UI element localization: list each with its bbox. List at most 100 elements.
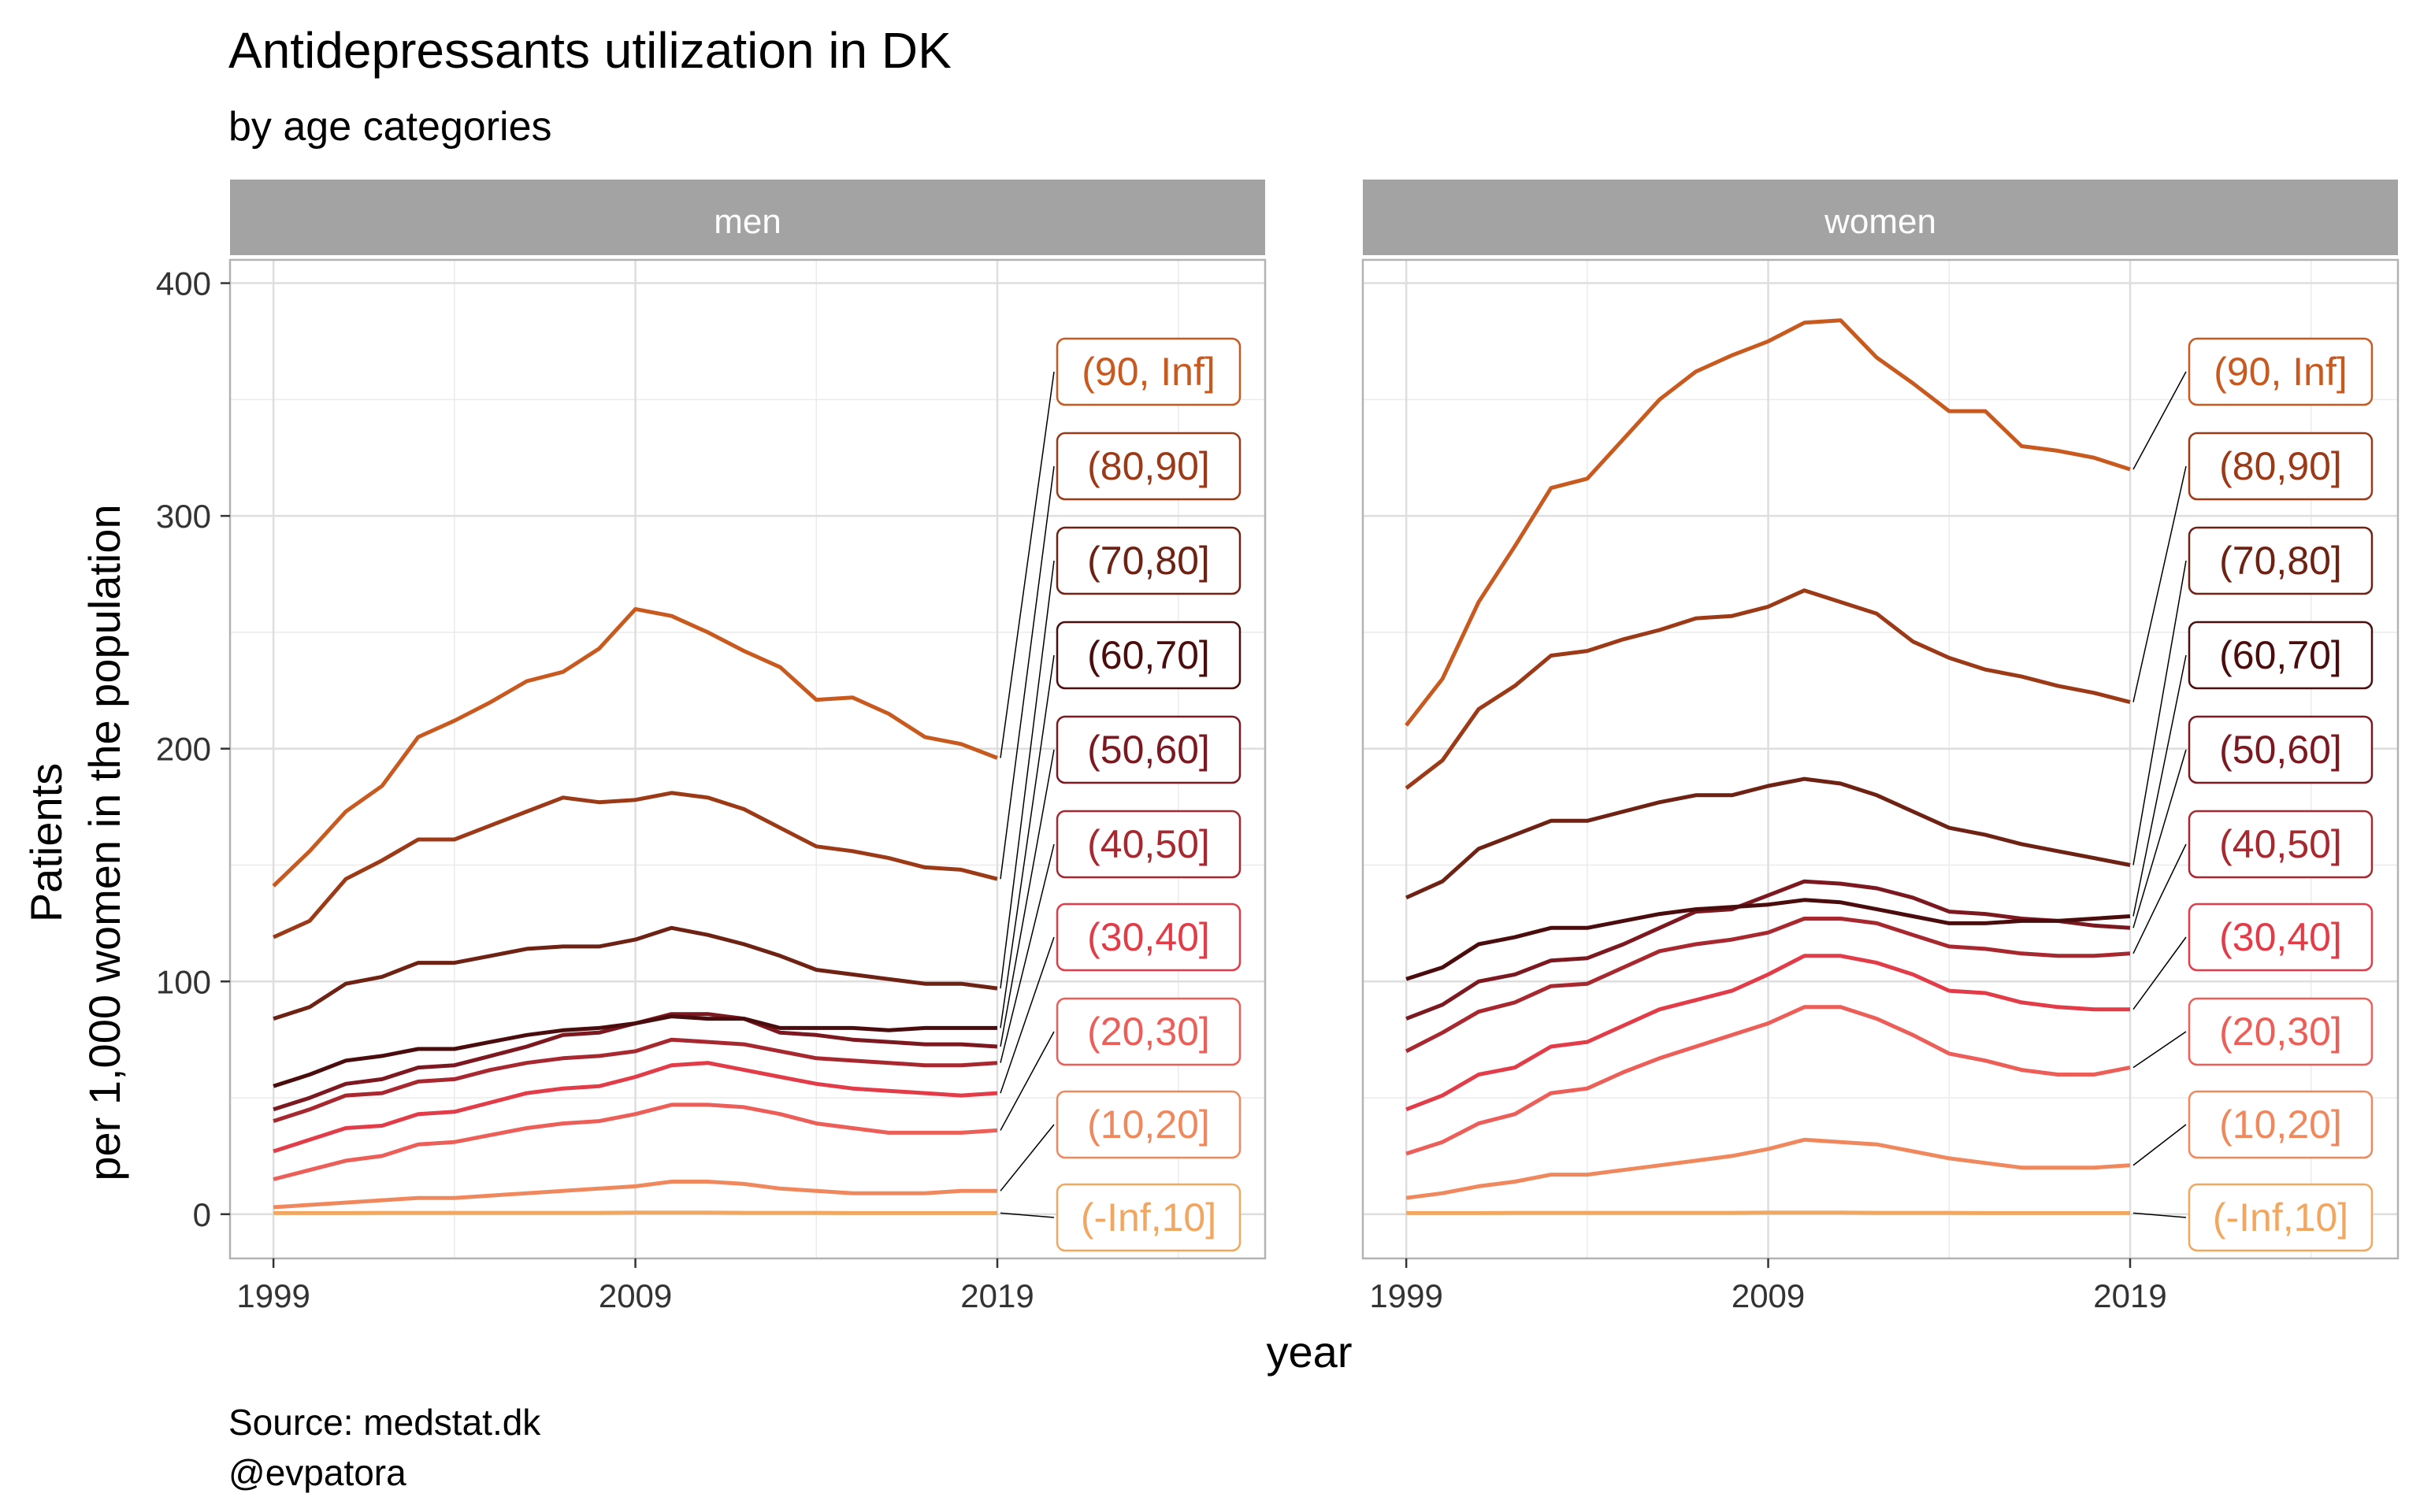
series-label-box (1056, 715, 1242, 784)
y-axis-title-line1: Patients (21, 763, 71, 922)
series-label: (-Inf,10] (2213, 1195, 2348, 1240)
facet-strip-label: women (1824, 202, 1936, 241)
series-label: (10,20] (2219, 1102, 2342, 1147)
label-leader (1000, 1212, 1055, 1218)
series-line (1405, 588, 2131, 790)
series-label: (40,50] (1087, 822, 1210, 866)
series-label-box (1056, 526, 1242, 595)
label-leader (1000, 749, 1055, 1047)
label-leader (2132, 843, 2187, 954)
x-tick-label: 2009 (599, 1277, 672, 1314)
series-label-box (2188, 997, 2374, 1066)
series-label: (10,20] (1087, 1102, 1210, 1147)
y-tick-label: 400 (156, 265, 211, 302)
series-label-box (1056, 1090, 1242, 1159)
series-label-box (2188, 432, 2374, 501)
label-leader (2132, 1212, 2187, 1218)
label-leader (2132, 1031, 2187, 1069)
series-label: (40,50] (2219, 822, 2342, 866)
series-line (1406, 1210, 2130, 1215)
series-label: (60,70] (2219, 633, 2342, 677)
y-tick-label: 300 (156, 498, 211, 535)
series-line (1405, 917, 2131, 1054)
series-label: (20,30] (2219, 1010, 2342, 1054)
chart-title: Antidepressants utilization in DK (228, 22, 952, 79)
series-label-box (2188, 1183, 2374, 1252)
series-line (1405, 1005, 2131, 1156)
panels: men 1999 2009 2019 0 100 200 300 400 (90, Inf] (80… (156, 180, 2400, 1314)
series-label: (70,80] (1087, 539, 1210, 583)
series-label-box (1056, 1183, 1242, 1252)
series-label-box (1056, 810, 1242, 879)
series-line (1405, 318, 2131, 727)
label-leader (2132, 1124, 2187, 1166)
series-label: (90, Inf] (2214, 350, 2348, 394)
panel-border (228, 258, 1267, 1260)
series-label: (80,90] (1087, 444, 1210, 488)
series-label-box (2188, 810, 2374, 879)
label-leader (2132, 560, 2187, 865)
series-label-box (2188, 1090, 2374, 1159)
x-tick-label: 1999 (236, 1277, 310, 1314)
label-leader (2132, 465, 2187, 702)
y-tick-label: 0 (193, 1196, 211, 1233)
label-leader (1000, 936, 1055, 1094)
caption-source: Source: medstat.dk (228, 1402, 541, 1443)
label-leader (1000, 1124, 1055, 1191)
chart-subtitle: by age categories (228, 104, 552, 150)
series-line (1405, 879, 2131, 1021)
series-label-box (2188, 621, 2374, 690)
label-leader (2132, 654, 2187, 917)
series-line (273, 1102, 998, 1181)
series-line (273, 1210, 997, 1215)
series-line (1405, 1137, 2131, 1200)
series-label-box (2188, 526, 2374, 595)
series-label-box (1056, 337, 1242, 406)
series-label-box (2188, 902, 2374, 972)
series-label: (20,30] (1087, 1010, 1210, 1054)
panel-women: women 1999 2009 2019 (90, Inf] (80,90] (70,80]… (1361, 180, 2400, 1314)
label-leader (2132, 936, 2187, 1010)
y-axis-title-line2: per 1,000 women in the population (80, 504, 129, 1180)
series-label-box (1056, 997, 1242, 1066)
panel-men: men 1999 2009 2019 0 100 200 300 400 (90, Inf] (80… (156, 180, 1267, 1314)
series-label: (90, Inf] (1082, 350, 1216, 394)
series-label: (30,40] (1087, 915, 1210, 959)
series-line (273, 1014, 997, 1088)
series-line (273, 791, 998, 939)
series-label: (80,90] (2219, 444, 2342, 488)
label-leader (1000, 654, 1055, 1028)
series-line (273, 925, 998, 1021)
label-leader (1000, 843, 1055, 1063)
label-leader (2132, 749, 2187, 928)
x-axis-title: year (1267, 1327, 1353, 1377)
series-label: (60,70] (1087, 633, 1210, 677)
label-leader (1000, 465, 1055, 880)
facet-strip (230, 180, 1265, 255)
series-label-box (2188, 715, 2374, 784)
y-tick-label: 100 (156, 963, 211, 1000)
series-label-box (1056, 432, 1242, 501)
series-line (272, 606, 998, 888)
series-line (273, 1180, 997, 1210)
panel-border (1361, 258, 2400, 1260)
series-label: (-Inf,10] (1081, 1195, 1216, 1240)
series-label-box (1056, 621, 1242, 690)
series-line (1405, 898, 2131, 981)
label-leader (1000, 1031, 1055, 1131)
series-label-box (2188, 337, 2374, 406)
series-label-box (1056, 902, 1242, 972)
series-line (273, 1037, 998, 1123)
label-leader (2132, 371, 2187, 470)
label-leader (1000, 371, 1055, 758)
facet-strip-label: men (714, 202, 781, 241)
facet-strip (1363, 180, 2398, 255)
series-label: (50,60] (1087, 728, 1210, 772)
x-tick-label: 2019 (2093, 1277, 2166, 1314)
x-tick-label: 1999 (1369, 1277, 1442, 1314)
caption-handle: @evpatora (228, 1452, 406, 1493)
series-line (273, 1061, 998, 1154)
series-line (1405, 954, 2130, 1112)
series-line (1405, 776, 2131, 900)
